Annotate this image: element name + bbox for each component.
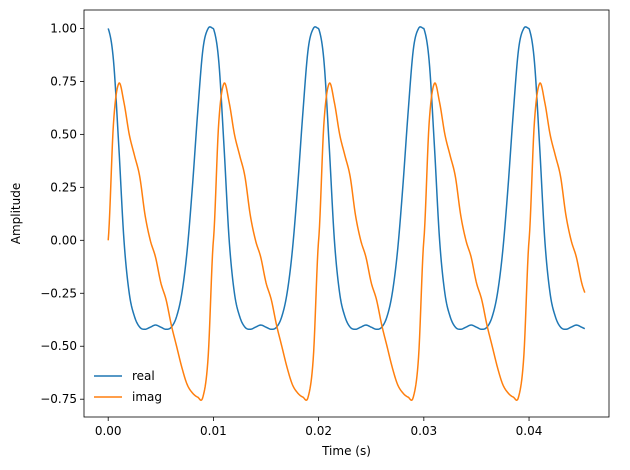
x-tick-label: 0.01 bbox=[200, 424, 227, 438]
y-tick-label: 0.50 bbox=[50, 127, 77, 141]
y-tick-label: −0.75 bbox=[40, 392, 77, 406]
y-tick-label: 1.00 bbox=[50, 21, 77, 35]
x-axis-ticks: 0.00 0.01 0.02 0.03 0.04 bbox=[95, 417, 543, 438]
legend-label-imag: imag bbox=[132, 390, 162, 404]
x-tick-label: 0.02 bbox=[305, 424, 332, 438]
y-tick-label: −0.50 bbox=[40, 339, 77, 353]
series-line-real bbox=[107, 26, 586, 331]
plot-area bbox=[84, 10, 609, 417]
series-line-imag bbox=[107, 82, 586, 401]
y-tick-label: 0.00 bbox=[50, 233, 77, 247]
y-axis-ticks: −0.75 −0.50 −0.25 0.00 0.25 0.50 0.75 1.00 bbox=[40, 21, 84, 406]
legend-label-real: real bbox=[132, 369, 155, 383]
y-tick-label: −0.25 bbox=[40, 286, 77, 300]
y-tick-label: 0.25 bbox=[50, 180, 77, 194]
x-tick-label: 0.04 bbox=[516, 424, 543, 438]
series-layer bbox=[107, 26, 586, 401]
y-tick-label: 0.75 bbox=[50, 74, 77, 88]
x-tick-label: 0.00 bbox=[95, 424, 122, 438]
x-tick-label: 0.03 bbox=[410, 424, 437, 438]
plot-frame bbox=[83, 9, 610, 418]
legend: real imag bbox=[94, 369, 162, 404]
y-axis-label: Amplitude bbox=[9, 183, 23, 245]
x-axis-label: Time (s) bbox=[321, 444, 371, 458]
